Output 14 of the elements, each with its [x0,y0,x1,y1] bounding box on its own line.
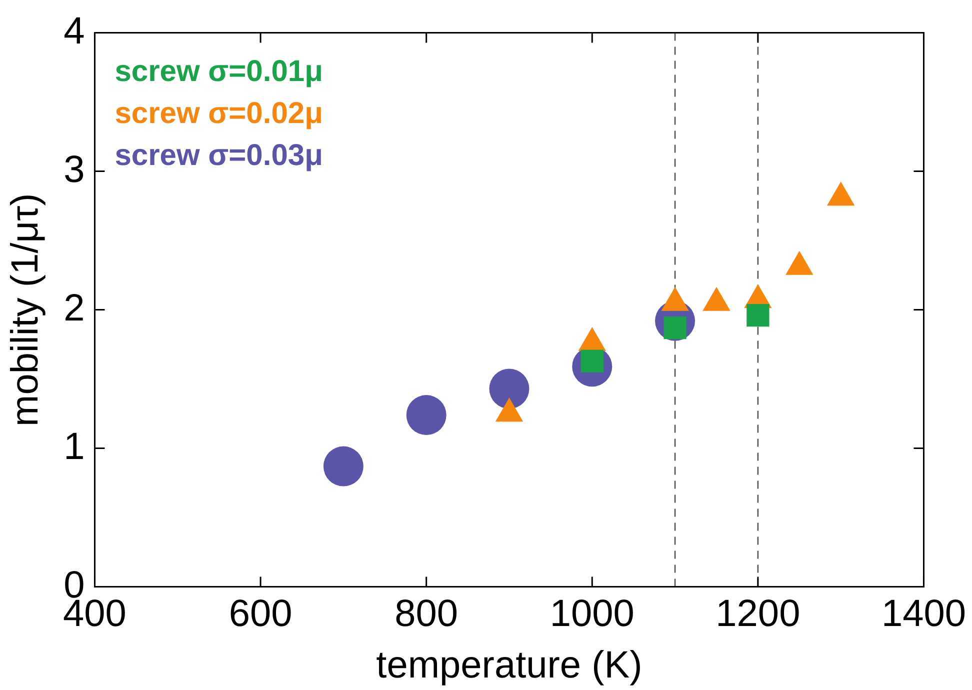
y-tick-label: 4 [64,10,85,52]
x-axis-title: temperature (K) [376,644,642,687]
y-tick-label: 3 [64,148,85,191]
x-tick-label: 1400 [881,593,966,636]
text: screw σ=0.03μ [114,139,323,172]
text: screw σ=0.02μ [114,97,323,130]
x-tick-label: 1000 [550,593,634,636]
y-axis-title: mobility (1/μτ) [4,193,46,426]
y-tick-label: 2 [64,287,85,330]
y-tick-label: 1 [64,426,85,468]
x-tick-label: 1200 [716,593,800,636]
x-tick-label: 600 [228,593,292,636]
text: screw σ=0.01μ [114,55,323,88]
x-tick-label: 800 [394,593,458,636]
